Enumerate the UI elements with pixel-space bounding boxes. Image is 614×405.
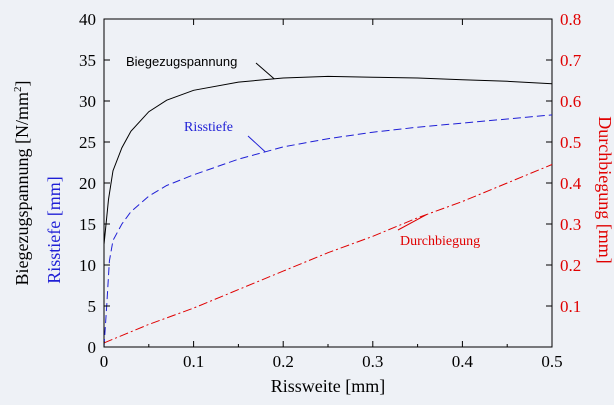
annotation-label-risstiefe: Risstiefe [184,120,233,135]
y-axis-title-left-secondary: Risstiefe [mm] [44,176,64,283]
x-tick-label: 0.5 [541,352,562,371]
y-axis-title-left-close: ] [12,81,32,87]
annotation-leader-risstiefe [247,135,266,153]
y-axis-title-left-sup: 2 [12,87,24,93]
annotation-label-biegezugspannung: Biegezugspannung [126,54,237,69]
y-left-tick-label: 30 [79,92,96,111]
series-layer [103,75,553,348]
y-left-tick-label: 15 [79,215,96,234]
y-right-tick-label: 0.2 [560,256,581,275]
annotation-label-durchbiegung: Durchbiegung [400,234,480,249]
y-left-tick-label: 25 [79,133,96,152]
y-right-tick-label: 0.5 [560,133,581,152]
y-axis-title-left-main: Biegezugspannung [N/mm [12,92,32,285]
y-left-tick-label: 20 [79,174,96,193]
x-tick-label: 0 [100,352,109,371]
y-right-tick-label: 0.3 [560,215,581,234]
y-axis-title-right: Durchbiegung [mm] [595,116,614,263]
annotation-leader-durchbiegung [397,214,427,231]
x-tick-label: 0.2 [273,352,294,371]
y-right-tick-label: 0.8 [560,10,581,29]
y-left-tick-label: 40 [79,10,96,29]
series-line-durchbiegung [103,164,553,344]
y-right-tick-label: 0.4 [560,174,582,193]
ticks-layer: 0 0.1 0.2 0.3 0.4 0.5 0 5 10 15 20 25 30 35 40 0.1 0.2 0.… [79,10,582,371]
x-axis-title: Rissweite [mm] [271,376,386,396]
x-tick-label: 0.3 [362,352,383,371]
series-line-risstiefe [103,114,553,348]
y-axis-title-left: Biegezugspannung [N/mm2] [12,81,32,286]
series-line-biegezugspannung [103,75,553,245]
y-left-tick-label: 0 [88,338,97,357]
x-tick-label: 0.4 [452,352,474,371]
y-left-tick-label: 5 [88,297,97,316]
x-tick-label: 0.1 [183,352,204,371]
y-right-tick-label: 0.6 [560,92,581,111]
y-left-tick-label: 10 [79,256,96,275]
annotation-layer: Biegezugspannung Risstiefe Durchbiegung [126,54,480,249]
y-right-tick-label: 0.7 [560,51,582,70]
y-right-tick-label: 0.1 [560,297,581,316]
annotation-leader-biegezugspannung [255,62,275,80]
y-left-tick-label: 35 [79,51,96,70]
